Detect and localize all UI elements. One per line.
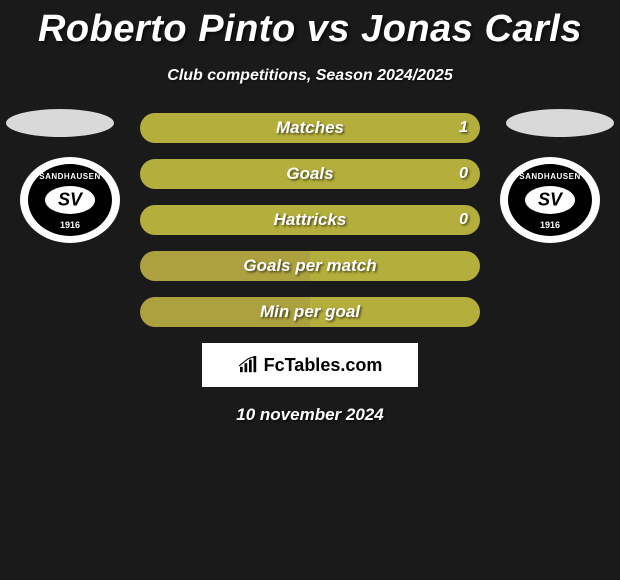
player-right-silhouette <box>506 109 614 137</box>
stat-bars: Matches1Goals0Hattricks0Goals per matchM… <box>140 113 480 327</box>
badge-text-top: SANDHAUSEN <box>508 172 592 181</box>
page-title: Roberto Pinto vs Jonas Carls <box>0 0 620 51</box>
stat-row: Goals0 <box>140 159 480 189</box>
badge-text-bottom: 1916 <box>28 220 112 230</box>
badge-center-text: SV <box>525 190 575 211</box>
stat-row: Matches1 <box>140 113 480 143</box>
stat-value-right: 1 <box>459 113 468 143</box>
player-left-silhouette <box>6 109 114 137</box>
stat-row: Goals per match <box>140 251 480 281</box>
branding-box: FcTables.com <box>202 343 418 387</box>
stat-row: Hattricks0 <box>140 205 480 235</box>
stat-value-right: 0 <box>459 159 468 189</box>
stat-label: Goals <box>140 159 480 189</box>
club-badge-left: SANDHAUSEN SV 1916 <box>20 157 120 243</box>
branding-text: FcTables.com <box>264 355 383 376</box>
subtitle: Club competitions, Season 2024/2025 <box>0 67 620 85</box>
bar-chart-icon <box>238 356 260 374</box>
date-text: 10 november 2024 <box>0 405 620 425</box>
badge-center-text: SV <box>45 190 95 211</box>
stat-label: Hattricks <box>140 205 480 235</box>
stat-value-right: 0 <box>459 205 468 235</box>
club-badge-right: SANDHAUSEN SV 1916 <box>500 157 600 243</box>
stat-row: Min per goal <box>140 297 480 327</box>
stat-label: Min per goal <box>140 297 480 327</box>
stat-label: Matches <box>140 113 480 143</box>
comparison-panel: SANDHAUSEN SV 1916 SANDHAUSEN SV 1916 Ma… <box>0 113 620 425</box>
badge-text-top: SANDHAUSEN <box>28 172 112 181</box>
stat-label: Goals per match <box>140 251 480 281</box>
badge-text-bottom: 1916 <box>508 220 592 230</box>
